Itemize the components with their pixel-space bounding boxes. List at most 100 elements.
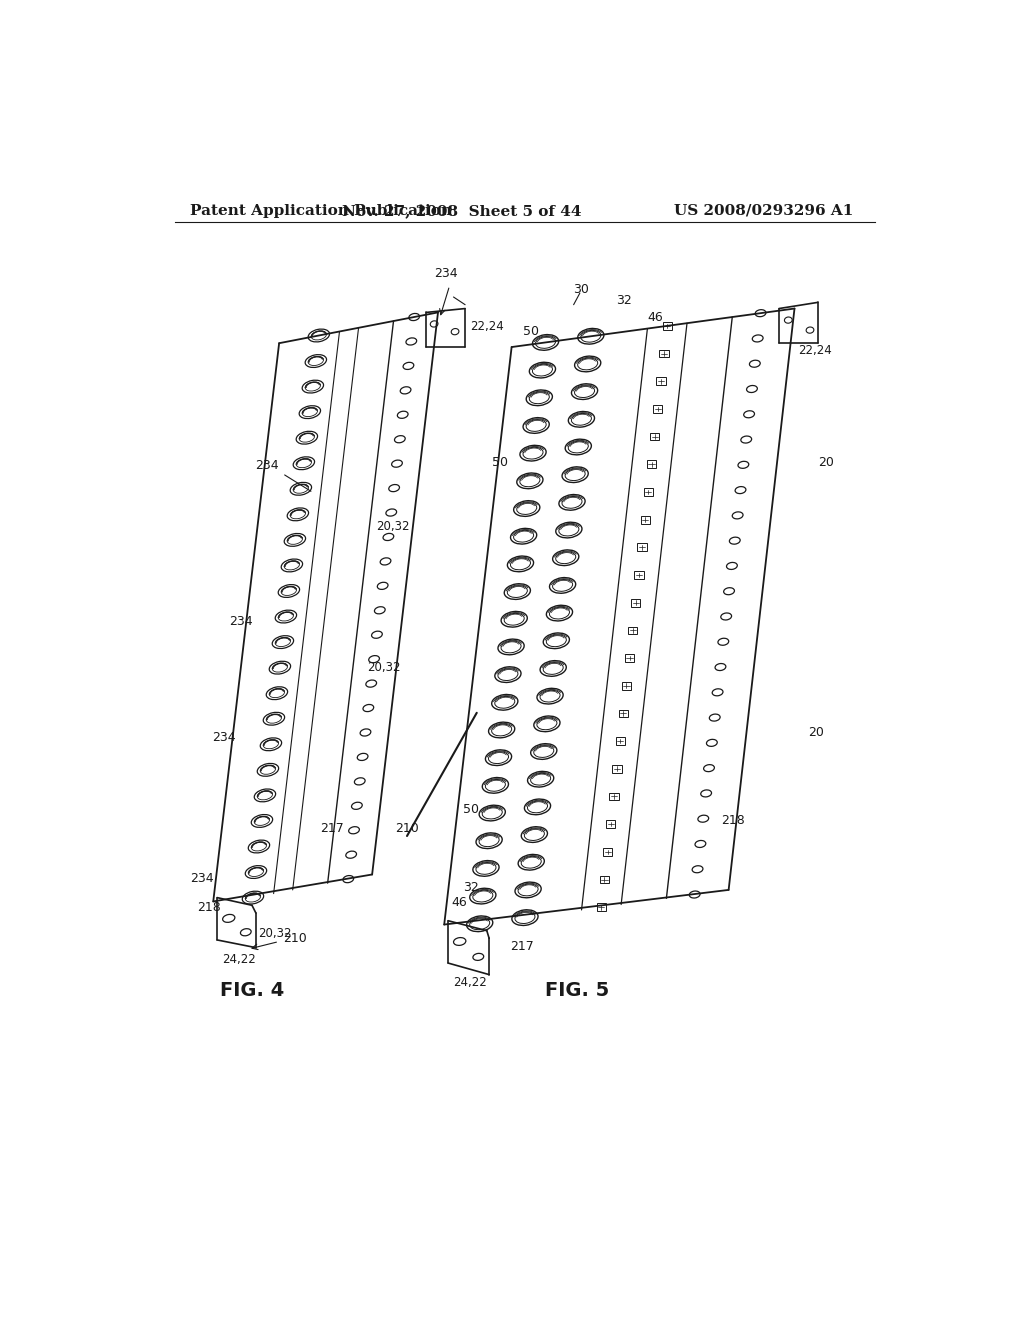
Ellipse shape [515,882,541,898]
Ellipse shape [507,556,534,572]
Ellipse shape [394,436,406,442]
Ellipse shape [753,335,763,342]
Text: 234: 234 [189,871,213,884]
Ellipse shape [520,445,546,461]
Ellipse shape [343,875,353,883]
Ellipse shape [369,656,380,663]
Ellipse shape [403,362,414,370]
Ellipse shape [710,714,720,721]
Text: 24,22: 24,22 [222,953,256,966]
Ellipse shape [544,634,569,648]
Ellipse shape [703,764,715,772]
Ellipse shape [526,389,552,405]
Ellipse shape [409,313,420,321]
Ellipse shape [501,611,527,627]
Ellipse shape [473,953,483,961]
Text: 50: 50 [492,455,508,469]
Text: 32: 32 [616,294,632,308]
Ellipse shape [713,689,723,696]
Text: 234: 234 [212,731,236,744]
Ellipse shape [308,329,330,342]
Ellipse shape [495,667,521,682]
Ellipse shape [498,639,524,655]
Ellipse shape [700,789,712,797]
Ellipse shape [553,550,579,565]
Ellipse shape [389,484,399,491]
Ellipse shape [518,854,545,870]
Ellipse shape [524,799,551,814]
Ellipse shape [257,763,279,776]
Ellipse shape [251,814,272,828]
Ellipse shape [755,310,766,317]
Ellipse shape [372,631,382,639]
Text: 24,22: 24,22 [454,975,487,989]
Text: 234: 234 [229,615,253,628]
Ellipse shape [512,909,538,925]
Text: 30: 30 [573,282,590,296]
Text: 50: 50 [523,325,539,338]
Ellipse shape [743,411,755,418]
Ellipse shape [305,355,327,367]
Text: 217: 217 [319,822,344,834]
Ellipse shape [299,405,321,418]
Ellipse shape [476,833,502,849]
Ellipse shape [260,738,282,751]
Ellipse shape [467,916,493,932]
Ellipse shape [574,356,601,372]
Ellipse shape [282,560,302,572]
Text: 32: 32 [464,880,479,894]
Ellipse shape [523,417,549,433]
Ellipse shape [275,610,297,623]
Ellipse shape [715,664,726,671]
Text: Nov. 27, 2008  Sheet 5 of 44: Nov. 27, 2008 Sheet 5 of 44 [341,203,581,218]
Ellipse shape [266,686,288,700]
Ellipse shape [346,851,356,858]
Ellipse shape [285,533,305,546]
Ellipse shape [517,473,543,488]
Ellipse shape [296,432,317,444]
Ellipse shape [482,777,509,793]
Ellipse shape [571,384,598,400]
Ellipse shape [724,587,734,595]
Ellipse shape [726,562,737,569]
Ellipse shape [380,558,391,565]
Ellipse shape [279,585,300,598]
Ellipse shape [272,636,294,648]
Ellipse shape [740,436,752,444]
Ellipse shape [488,722,515,738]
Text: 234: 234 [255,459,279,473]
Ellipse shape [738,461,749,469]
Ellipse shape [534,715,560,731]
Ellipse shape [377,582,388,590]
Ellipse shape [732,512,743,519]
Ellipse shape [357,754,368,760]
Ellipse shape [527,771,554,787]
Ellipse shape [293,457,314,470]
Ellipse shape [222,915,234,923]
Ellipse shape [550,578,575,593]
Ellipse shape [254,789,275,801]
Ellipse shape [386,510,396,516]
Ellipse shape [383,533,394,541]
Ellipse shape [578,329,604,345]
Ellipse shape [750,360,760,367]
Ellipse shape [248,840,269,853]
Ellipse shape [360,729,371,737]
Text: 210: 210 [395,822,419,834]
Ellipse shape [547,606,572,620]
Ellipse shape [530,743,557,759]
Text: FIG. 4: FIG. 4 [220,981,284,999]
Ellipse shape [692,866,702,873]
Ellipse shape [354,777,366,785]
Text: 46: 46 [647,312,663,325]
Ellipse shape [492,694,518,710]
Text: 50: 50 [463,803,479,816]
Text: 20: 20 [818,455,834,469]
Text: 22,24: 22,24 [799,345,833,358]
Ellipse shape [473,861,499,876]
Ellipse shape [514,500,540,516]
Ellipse shape [784,317,793,323]
Ellipse shape [568,412,595,428]
Ellipse shape [562,467,588,483]
Ellipse shape [718,639,729,645]
